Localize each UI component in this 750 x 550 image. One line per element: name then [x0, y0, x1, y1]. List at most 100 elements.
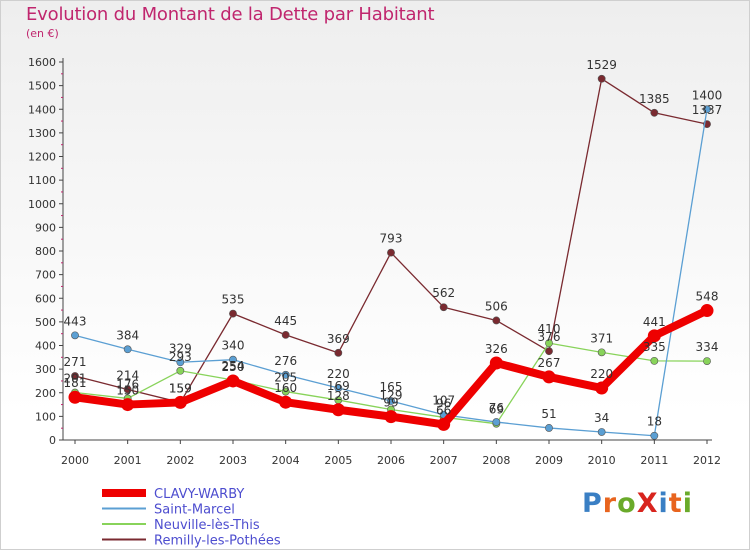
- data-point: [279, 395, 293, 409]
- series-layer: [68, 74, 714, 440]
- data-point: [121, 398, 135, 412]
- y-tick-label: 1200: [28, 151, 56, 164]
- data-label: 34: [594, 411, 609, 425]
- y-tick-label: 500: [35, 316, 56, 329]
- data-label: 69: [489, 403, 504, 417]
- data-point: [387, 397, 395, 405]
- x-tick-label: 2012: [693, 454, 721, 467]
- chart-subtitle: (en €): [26, 27, 59, 40]
- data-label: 129: [380, 389, 403, 403]
- x-tick-label: 2000: [61, 454, 89, 467]
- data-point: [650, 108, 659, 117]
- data-point: [439, 303, 448, 312]
- logo-letter: t: [668, 488, 683, 519]
- chart-title: Evolution du Montant de la Dette par Hab…: [26, 4, 435, 25]
- data-label: 66: [436, 403, 451, 417]
- x-tick-label: 2003: [219, 454, 247, 467]
- data-label: 384: [116, 328, 139, 342]
- data-label: 335: [643, 340, 666, 354]
- data-label: 96: [436, 396, 451, 410]
- data-label: 150: [116, 384, 139, 398]
- data-point: [176, 358, 185, 367]
- legend-label: CLAVY-WARBY: [154, 487, 244, 502]
- data-point: [545, 424, 553, 432]
- data-label: 76: [489, 401, 504, 415]
- data-point: [595, 381, 609, 395]
- data-point: [650, 431, 659, 440]
- logo-letter: o: [617, 488, 637, 519]
- data-label: 169: [327, 379, 350, 393]
- data-point: [650, 356, 659, 365]
- data-point: [545, 339, 553, 348]
- data-point: [492, 316, 501, 325]
- data-point: [703, 357, 711, 365]
- data-label: 220: [590, 367, 613, 381]
- y-tick-label: 200: [35, 387, 56, 400]
- data-point: [71, 372, 79, 380]
- y-tick-label: 1100: [28, 174, 56, 187]
- data-label: 250: [222, 360, 245, 374]
- data-point: [123, 385, 132, 394]
- y-tick-label: 1000: [28, 198, 56, 211]
- data-label: 443: [64, 314, 87, 328]
- data-point: [597, 348, 606, 357]
- data-label: 1529: [586, 58, 617, 72]
- y-tick-label: 1500: [28, 80, 56, 93]
- x-tick-label: 2008: [482, 454, 510, 467]
- y-tick-label: 0: [49, 434, 56, 447]
- data-label: 445: [274, 314, 297, 328]
- data-label: 159: [169, 381, 192, 395]
- data-point: [229, 355, 237, 364]
- y-tick-label: 1300: [28, 127, 56, 140]
- data-label: 181: [64, 376, 87, 390]
- legend-label: Saint-Marcel: [154, 503, 235, 518]
- legend: CLAVY-WARBYSaint-MarcelNeuville-lès-This…: [102, 487, 281, 549]
- data-point: [173, 395, 187, 409]
- y-tick-label: 800: [35, 245, 56, 258]
- data-label: 51: [541, 407, 556, 421]
- data-label: 340: [222, 339, 245, 353]
- data-point: [71, 331, 79, 340]
- data-point: [281, 387, 290, 396]
- y-tick-label: 1600: [28, 56, 56, 69]
- data-label: 18: [647, 415, 662, 429]
- data-label: 376: [538, 330, 561, 344]
- data-label: 410: [538, 322, 561, 336]
- y-tick-label: 900: [35, 221, 56, 234]
- data-point: [387, 248, 395, 257]
- y-tick-label: 300: [35, 363, 56, 376]
- data-point: [542, 370, 556, 384]
- logo-letter: i: [658, 488, 669, 519]
- data-point: [176, 366, 185, 375]
- data-label: 165: [380, 380, 403, 394]
- data-label: 506: [485, 299, 508, 313]
- data-label: 214: [116, 368, 139, 382]
- y-tick-label: 700: [35, 269, 56, 282]
- data-point: [68, 390, 82, 404]
- data-point: [331, 403, 345, 417]
- logo-letter: r: [602, 488, 618, 519]
- data-point: [700, 304, 714, 318]
- data-point: [123, 345, 132, 354]
- x-tick-label: 2002: [166, 454, 194, 467]
- data-label: 562: [432, 286, 455, 300]
- data-label: 369: [327, 332, 350, 346]
- data-point: [647, 329, 661, 343]
- data-point: [703, 105, 711, 114]
- data-label: 160: [274, 381, 297, 395]
- y-tick-label: 100: [35, 410, 56, 423]
- data-label: 441: [643, 315, 666, 329]
- data-label: 220: [327, 367, 350, 381]
- data-point: [281, 370, 290, 379]
- x-tick-label: 2005: [324, 454, 352, 467]
- x-tick-label: 2001: [114, 454, 142, 467]
- data-label: 548: [696, 290, 719, 304]
- x-tick-label: 2007: [430, 454, 458, 467]
- data-point: [597, 74, 606, 83]
- data-point: [384, 410, 398, 424]
- data-label: 293: [169, 350, 192, 364]
- y-tick-label: 600: [35, 292, 56, 305]
- data-label: 1337: [692, 103, 723, 117]
- data-label: 271: [64, 355, 87, 369]
